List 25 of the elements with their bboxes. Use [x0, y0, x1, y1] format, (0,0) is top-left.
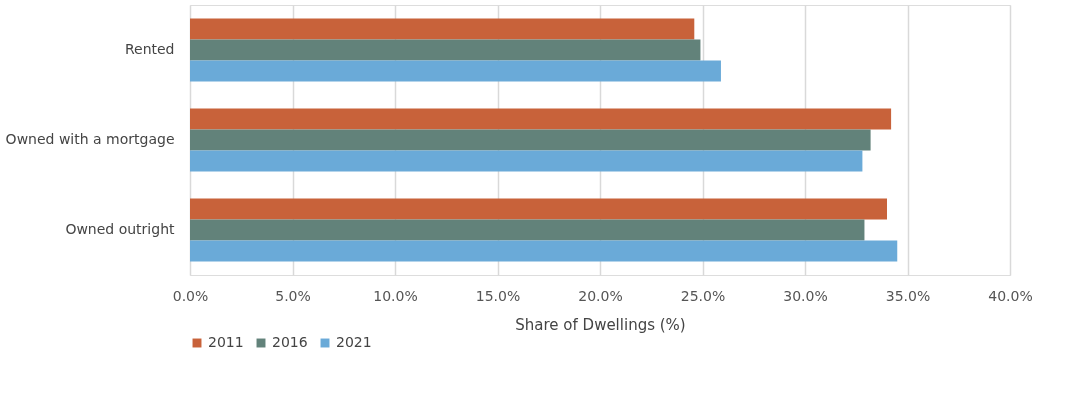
y-tick-label: Owned outright — [65, 221, 175, 237]
bar — [190, 129, 871, 151]
bar — [190, 18, 695, 40]
y-tick-label: Rented — [124, 41, 175, 57]
bar — [190, 240, 898, 262]
x-tick-label: 30.0% — [783, 287, 828, 304]
x-tick-label: 35.0% — [885, 287, 931, 304]
x-tick-label: 15.0% — [475, 287, 521, 304]
bar — [190, 60, 721, 82]
bar — [190, 150, 863, 172]
x-tick-label: 20.0% — [578, 287, 623, 304]
x-tick-label: 40.0% — [988, 287, 1033, 304]
bar — [190, 219, 865, 241]
x-tick-label: 5.0% — [275, 287, 311, 304]
y-tick-label: Owned with a mortgage — [5, 131, 175, 147]
bar — [190, 39, 701, 61]
x-tick-label: 0.0% — [172, 287, 209, 304]
bar — [190, 108, 892, 130]
x-tick-label: 10.0% — [373, 287, 418, 304]
x-tick-label: 25.0% — [680, 287, 726, 304]
x-axis-title: Share of Dwellings (%) — [515, 315, 686, 334]
legend-label: 2011 — [208, 334, 244, 350]
legend-label: 2016 — [272, 334, 308, 350]
legend-label: 2021 — [336, 334, 372, 350]
bar — [190, 198, 887, 220]
